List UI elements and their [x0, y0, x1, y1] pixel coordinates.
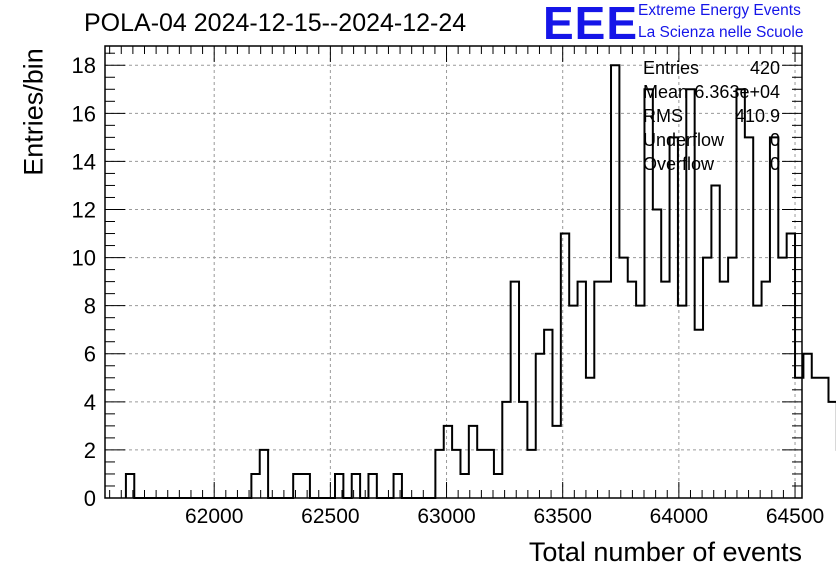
stats-row-underflow: Underflow 0: [643, 130, 780, 154]
grid-lines: [105, 46, 802, 498]
y-tick-label: 12: [72, 197, 96, 222]
y-tick-label: 14: [72, 149, 96, 174]
axis-ticks: [105, 46, 802, 499]
stat-label: RMS: [643, 106, 683, 126]
y-tick-label: 2: [84, 438, 96, 463]
x-tick-label: 62500: [301, 505, 359, 528]
y-tick-label: 0: [84, 486, 96, 511]
y-tick-label: 6: [84, 342, 96, 367]
x-axis-label: Total number of events: [528, 537, 802, 567]
x-tick-label: 63000: [417, 505, 475, 528]
stat-label: Underflow: [643, 130, 725, 150]
y-tick-label: 18: [72, 53, 96, 78]
stats-box: Entries 420 Mean 6.363e+04 RMS 410.9 Und…: [643, 58, 780, 178]
stat-label: Entries: [643, 58, 700, 78]
chart-title: POLA-04 2024-12-15--2024-12-24: [84, 9, 467, 37]
logo-text-line-1: Extreme Energy Events: [638, 2, 801, 19]
stat-value: 420: [749, 58, 780, 78]
logo-text-line-2: La Scienza nelle Scuole: [638, 24, 804, 41]
stat-value: 0: [769, 154, 780, 174]
x-tick-label: 64500: [766, 505, 824, 528]
stat-value: 410.9: [734, 106, 780, 126]
y-tick-label: 16: [72, 101, 96, 126]
stats-row-entries: Entries 420: [643, 58, 780, 82]
plot-frame: [104, 45, 803, 499]
y-axis-label: Entries/bin: [18, 48, 49, 176]
stats-row-rms: RMS 410.9: [643, 106, 780, 130]
x-tick-label: 62000: [185, 505, 243, 528]
stat-value: 6.363e+04: [694, 82, 780, 102]
eee-logo-mark: EEE: [543, 0, 639, 49]
y-tick-label: 10: [72, 246, 96, 271]
stat-label: Overflow: [643, 154, 715, 174]
stats-row-overflow: Overflow 0: [643, 154, 780, 178]
histogram-series: [124, 64, 836, 499]
y-tick-label: 4: [84, 390, 96, 415]
tick-labels: 62000 62500 63000 63500 64000 64500 0 2 4 6 8 10 12 1…: [72, 53, 825, 528]
x-tick-label: 64000: [650, 505, 708, 528]
y-tick-label: 8: [84, 294, 96, 319]
stat-value: 0: [769, 130, 780, 150]
stat-label: Mean: [643, 82, 689, 102]
x-tick-label: 63500: [533, 505, 591, 528]
stats-row-mean: Mean 6.363e+04: [643, 82, 780, 106]
